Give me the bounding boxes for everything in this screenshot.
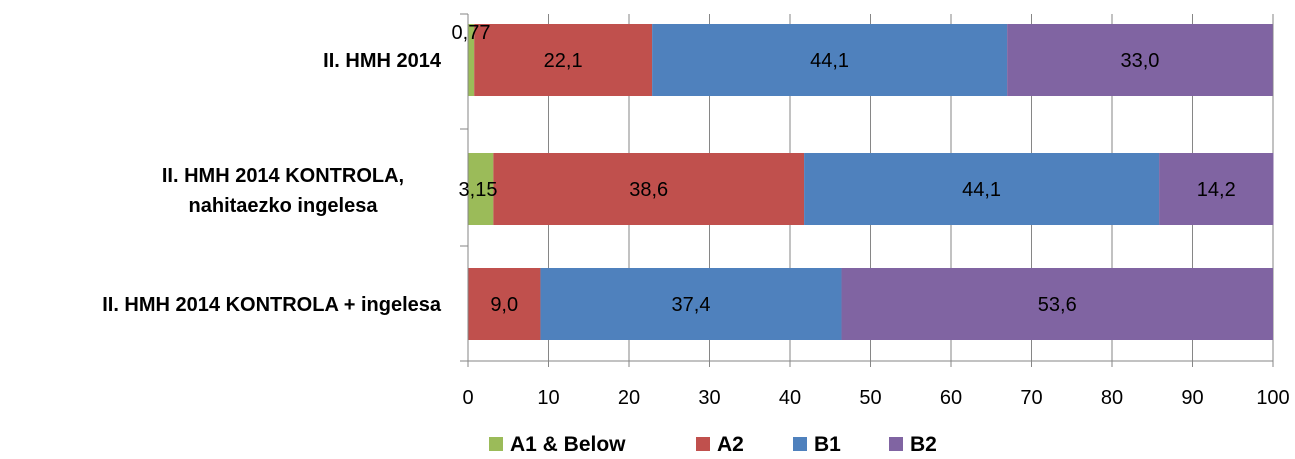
bar-segment (652, 24, 1008, 96)
legend-swatch (889, 437, 903, 451)
bar-segment (540, 268, 842, 340)
bar-segment (468, 153, 494, 225)
bar-segment (1007, 24, 1273, 96)
legend: A1 & Below A2 B1 B2 (489, 433, 937, 456)
data-label: 37,4 (672, 294, 711, 316)
legend-label: A2 (717, 433, 744, 456)
legend-swatch (793, 437, 807, 451)
bar-segment (804, 153, 1160, 225)
x-tick-label: 50 (859, 387, 881, 409)
legend-label: B1 (814, 433, 841, 456)
data-label: 14,2 (1197, 179, 1236, 201)
legend-swatch (489, 437, 503, 451)
data-label: 53,6 (1038, 294, 1077, 316)
bars (468, 24, 1274, 340)
legend-label: A1 & Below (510, 433, 626, 456)
x-tick-label: 90 (1181, 387, 1203, 409)
category-label: II. HMH 2014 KONTROLA + ingelesa (102, 294, 442, 316)
x-tick-label: 30 (698, 387, 720, 409)
category-labels: II. HMH 2014 II. HMH 2014 KONTROLA, nahita… (102, 50, 442, 316)
x-tick-label: 60 (940, 387, 962, 409)
data-label: 3,15 (459, 179, 498, 201)
data-label: 33,0 (1120, 50, 1159, 72)
x-tick-label: 20 (618, 387, 640, 409)
bar-segment (1159, 153, 1274, 225)
data-label: 9,0 (490, 294, 518, 316)
x-tick-label: 70 (1020, 387, 1042, 409)
data-label: 0,77 (452, 22, 491, 44)
data-label: 44,1 (810, 50, 849, 72)
x-tick-label: 40 (779, 387, 801, 409)
bar-segment (474, 24, 653, 96)
data-labels: 0,77 22,1 44,1 33,0 3,15 38,6 44,1 14,2 9,0 37,4 5… (452, 22, 1236, 316)
data-label: 44,1 (962, 179, 1001, 201)
x-tick-label: 80 (1101, 387, 1123, 409)
category-label: II. HMH 2014 KONTROLA, (162, 165, 404, 187)
legend-swatch (696, 437, 710, 451)
x-tick-label: 10 (537, 387, 559, 409)
x-tick-label: 0 (462, 387, 473, 409)
legend-label: B2 (910, 433, 937, 456)
data-label: 22,1 (544, 50, 583, 72)
bar-segment (493, 153, 805, 225)
data-label: 38,6 (629, 179, 668, 201)
bar-segment (468, 24, 475, 96)
x-tick-label: 100 (1256, 387, 1289, 409)
bar-segment (468, 268, 541, 340)
category-label: II. HMH 2014 (323, 50, 442, 72)
axes: 0 10 20 30 40 50 60 70 80 90 100 (460, 13, 1290, 409)
category-label: nahitaezko ingelesa (189, 195, 379, 217)
bar-segment (841, 268, 1273, 340)
